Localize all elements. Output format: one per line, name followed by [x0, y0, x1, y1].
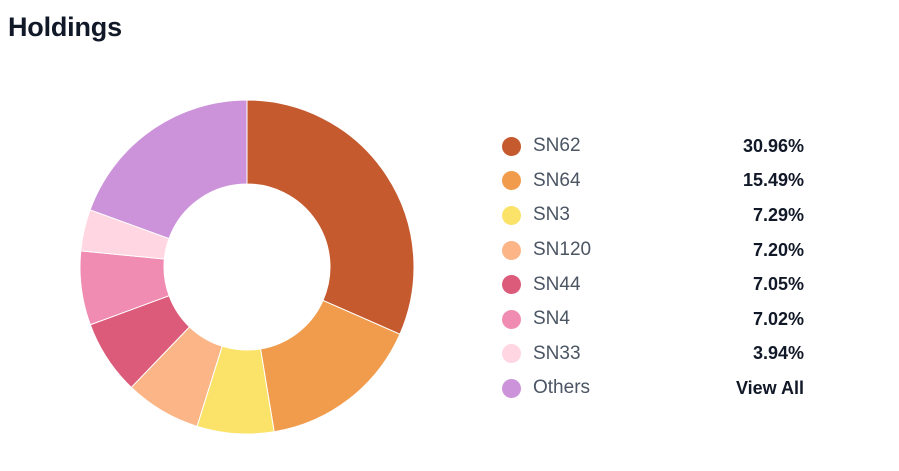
- legend-value: 7.29%: [752, 204, 804, 225]
- legend-value: 30.96%: [742, 135, 804, 156]
- legend-swatch: [502, 378, 521, 398]
- legend-item-sn62: SN62 30.96%: [500, 129, 820, 164]
- legend-item-sn4: SN4 7.02%: [500, 302, 820, 337]
- legend-label: Others: [533, 377, 591, 399]
- donut-slice-sn62[interactable]: [246, 99, 415, 335]
- legend-value: 7.02%: [752, 308, 804, 329]
- legend-swatch: [502, 240, 521, 260]
- legend-value: 7.05%: [752, 274, 804, 295]
- legend-value: 7.20%: [752, 239, 804, 260]
- legend-label: SN4: [533, 308, 570, 330]
- page-title: Holdings: [8, 12, 122, 42]
- legend-item-others: Others View All: [500, 371, 820, 406]
- legend-label: SN64: [533, 169, 581, 191]
- legend-swatch: [502, 205, 521, 225]
- legend-item-sn44: SN44 7.05%: [500, 267, 820, 302]
- holdings-legend: SN62 30.96% SN64 15.49% SN3 7.29% SN120 7.20% SN…: [500, 129, 820, 406]
- legend-item-sn3: SN3 7.29%: [500, 198, 820, 233]
- legend-swatch: [502, 171, 521, 191]
- donut-slice-others[interactable]: [89, 99, 248, 240]
- legend-swatch: [502, 309, 521, 329]
- legend-swatch: [502, 136, 521, 156]
- holdings-donut-chart: [79, 99, 415, 435]
- donut-slice-sn64[interactable]: [259, 299, 401, 433]
- legend-item-sn33: SN33 3.94%: [500, 337, 820, 372]
- legend-label: SN44: [533, 273, 581, 295]
- legend-value: 3.94%: [752, 343, 804, 364]
- legend-swatch: [502, 275, 521, 295]
- legend-label: SN62: [533, 135, 581, 157]
- legend-value: 15.49%: [742, 170, 804, 191]
- legend-item-sn64: SN64 15.49%: [500, 164, 820, 199]
- legend-label: SN33: [533, 342, 581, 364]
- legend-label: SN120: [533, 239, 592, 261]
- legend-item-sn120: SN120 7.20%: [500, 233, 820, 268]
- view-all-link[interactable]: View All: [735, 377, 804, 398]
- legend-label: SN3: [533, 204, 570, 226]
- legend-swatch: [502, 344, 521, 364]
